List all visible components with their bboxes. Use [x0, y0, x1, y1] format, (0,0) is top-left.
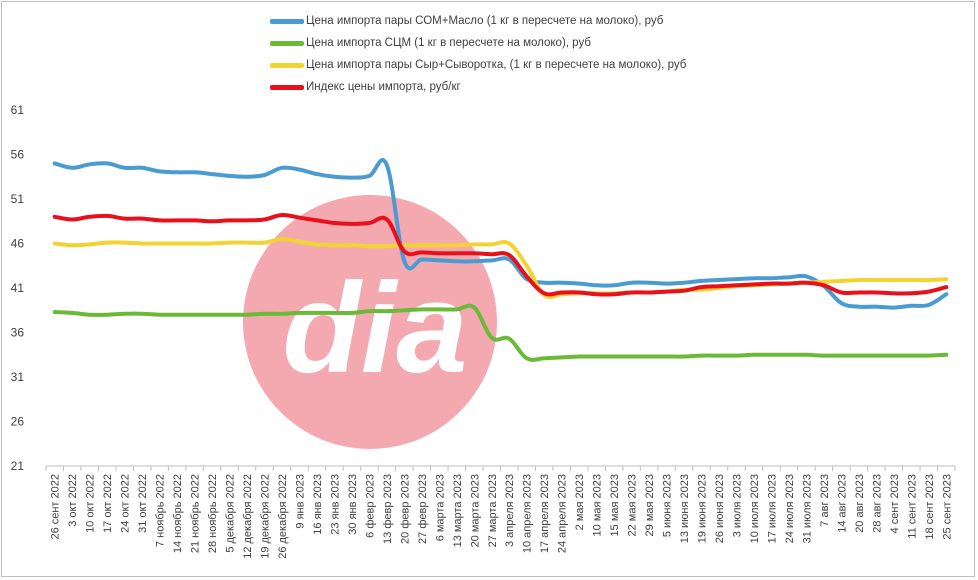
x-tick-label: 6 марта 2023: [434, 474, 446, 541]
x-tick-label: 10 окт 2022: [85, 474, 97, 533]
x-tick-label: 2 мая 2023: [574, 474, 586, 530]
x-tick-label: 31 окт 2022: [137, 474, 149, 533]
x-tick-label: 27 марта 2023: [487, 474, 499, 547]
x-tick-label: 17 апреля 2023: [539, 474, 551, 553]
legend-swatch: [270, 62, 304, 68]
x-tick-label: 12 декабря 2022: [242, 474, 254, 559]
x-tick-label: 31 июля 2023: [801, 474, 813, 543]
x-tick-label: 24 июля 2023: [784, 474, 796, 543]
x-tick-label: 14 авг 2023: [836, 474, 848, 533]
y-tick-label: 21: [11, 459, 25, 473]
legend-label: Цена импорта СЦМ (1 кг в пересчете на мо…: [306, 37, 591, 49]
x-tick-label: 11 сент 2023: [906, 474, 918, 539]
dia-watermark-logo: dia: [243, 195, 497, 449]
x-tick-label: 3 июля 2023: [731, 474, 743, 537]
x-tick-label: 24 окт 2022: [120, 474, 132, 533]
x-tick-label: 21 ноябрь 2022: [190, 474, 202, 553]
y-tick-label: 56: [11, 148, 25, 162]
legend-item: Цена импорта СЦМ (1 кг в пересчете на мо…: [270, 32, 686, 54]
legend-swatch: [270, 84, 304, 90]
x-tick-label: 9 янв 2023: [294, 474, 306, 529]
y-tick-label: 26: [11, 415, 25, 429]
x-tick-label: 10 мая 2023: [592, 474, 604, 536]
x-tick-label: 14 ноябрь 2022: [172, 474, 184, 553]
x-tick-label: 6 февр 2023: [364, 474, 376, 538]
x-tick-label: 28 авг 2023: [871, 474, 883, 533]
chart-legend: Цена импорта пары СОМ+Масло (1 кг в пере…: [270, 10, 686, 98]
legend-item: Цена импорта пары СОМ+Масло (1 кг в пере…: [270, 10, 686, 32]
watermark-text: dia: [283, 257, 468, 400]
x-tick-label: 13 июня 2023: [679, 474, 691, 543]
x-tick-label: 16 янв 2023: [312, 474, 324, 535]
series-line-import-index: [52, 212, 949, 297]
legend-label: Цена импорта пары Сыр+Сыворотка, (1 кг в…: [306, 59, 687, 71]
x-tick-label: 15 мая 2023: [609, 474, 621, 536]
legend-item: Индекс цены импорта, руб/кг: [270, 76, 686, 98]
x-tick-label: 23 янв 2023: [329, 474, 341, 535]
x-tick-label: 17 июля 2023: [766, 474, 778, 543]
legend-item: Цена импорта пары Сыр+Сыворотка, (1 кг в…: [270, 54, 686, 76]
x-tick-label: 26 июня 2023: [714, 474, 726, 543]
series-line-smp: [52, 303, 949, 362]
x-tick-label: 24 апреля 2023: [557, 474, 569, 553]
x-tick-label: 3 окт 2022: [67, 474, 79, 527]
x-tick-label: 28 ноябрь 2022: [207, 474, 219, 553]
x-tick-label: 20 февр 2023: [399, 474, 411, 544]
x-tick-label: 5 июня 2023: [662, 474, 674, 537]
y-tick-label: 61: [11, 103, 25, 117]
x-tick-label: 17 окт 2022: [102, 474, 114, 533]
x-tick-label: 13 февр 2023: [382, 474, 394, 544]
x-tick-label: 22 мая 2023: [627, 474, 639, 536]
series-line-com-butter: [52, 158, 949, 310]
x-axis: 26 сент 2022 3 окт 2022 10 окт 2022 17 окт …: [45, 465, 956, 559]
series-layer: [52, 158, 949, 362]
x-tick-label: 4 сент 2023: [889, 474, 901, 533]
x-tick-label: 26 сент 2022: [50, 474, 62, 540]
x-tick-label: 10 июля 2023: [749, 474, 761, 543]
x-tick-label: 18 сент 2023: [924, 474, 936, 540]
x-tick-label: 19 июня 2023: [697, 474, 709, 543]
legend-swatch: [270, 18, 304, 24]
legend-label: Индекс цены импорта, руб/кг: [306, 81, 461, 93]
x-tick-label: 20 марта 2023: [469, 474, 481, 547]
series-line-cheese-whey: [52, 237, 949, 300]
x-tick-label: 7 авг 2023: [819, 474, 831, 527]
x-tick-label: 25 сент 2023: [941, 474, 953, 540]
x-tick-label: 29 мая 2023: [644, 474, 656, 536]
x-tick-label: 5 декабря 2022: [225, 474, 237, 553]
x-tick-label: 10 апреля 2023: [522, 474, 534, 553]
y-tick-label: 31: [11, 370, 25, 384]
y-tick-label: 51: [11, 192, 25, 206]
x-tick-label: 3 апреля 2023: [504, 474, 516, 547]
y-axis: 21 26 31 36 41 46 51 56 61: [11, 103, 25, 473]
x-tick-label: 7 ноябрь 2022: [155, 474, 167, 547]
legend-label: Цена импорта пары СОМ+Масло (1 кг в пере…: [306, 15, 664, 27]
x-tick-label: 30 янв 2023: [347, 474, 359, 535]
x-tick-label: 20 авг 2023: [854, 474, 866, 533]
y-tick-label: 36: [11, 326, 25, 340]
x-tick-label: 19 декабря 2022: [260, 474, 272, 559]
legend-swatch: [270, 40, 304, 46]
x-tick-label: 26 декабря 2022: [277, 474, 289, 559]
x-tick-label: 13 марта 2023: [452, 474, 464, 547]
x-tick-label: 27 февр 2023: [417, 474, 429, 544]
y-tick-label: 46: [11, 237, 25, 251]
y-tick-label: 41: [11, 281, 25, 295]
